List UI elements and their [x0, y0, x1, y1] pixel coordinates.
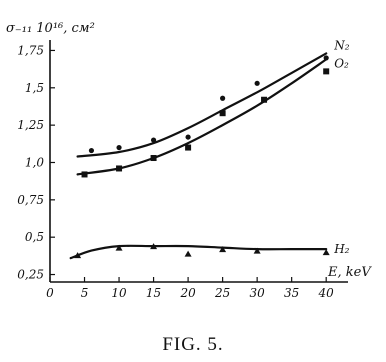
point-n2: [88, 147, 95, 154]
x-tick-label: 40: [318, 286, 335, 300]
point-h2: [322, 249, 330, 256]
point-h2: [115, 244, 123, 251]
point-h2: [150, 243, 158, 250]
point-n2: [254, 80, 260, 86]
x-tick-label: 10: [111, 286, 127, 300]
point-o2: [150, 155, 157, 162]
point-o2: [219, 110, 226, 117]
x-tick-label: 35: [284, 286, 299, 300]
x-tick-label: 30: [250, 286, 266, 300]
point-n2: [323, 55, 329, 61]
point-o2: [185, 144, 192, 151]
figure-caption: FIG. 5.: [162, 334, 223, 355]
x-tick-label: 0: [46, 286, 54, 300]
point-h2: [74, 252, 82, 259]
point-o2: [323, 68, 330, 75]
point-n2: [116, 144, 122, 151]
series-label-o2: O₂: [334, 56, 349, 70]
labels: σ₋₁₁ 10¹⁶, см² E, keV N₂ O₂ H₂ FIG. 5.: [6, 21, 372, 355]
series-label-n2: N₂: [333, 38, 350, 52]
y-tick-label: 1,0: [25, 155, 44, 169]
x-tick-label: 15: [146, 286, 161, 300]
curve-n2: [76, 52, 328, 158]
point-n2: [185, 134, 191, 140]
point-h2: [184, 250, 192, 257]
point-h2: [253, 247, 261, 254]
axes: 0 5 10 15 20 25 30 35 40 0,25 0,5 0,75 1,0 1,25 1,5 1,7…: [17, 40, 348, 300]
point-o2: [116, 165, 123, 172]
y-tick-label: 1,5: [25, 81, 44, 95]
curve-h2: [69, 244, 328, 260]
point-h2: [219, 246, 227, 253]
point-o2: [261, 96, 268, 103]
x-tick-label: 5: [81, 286, 89, 300]
curve-o2: [76, 58, 328, 176]
y-tick-label: 0,75: [17, 193, 44, 207]
y-tick-label: 1,75: [17, 43, 44, 57]
y-tick-label: 0,5: [25, 230, 44, 244]
fit-curves: [69, 52, 328, 260]
y-axis-label: σ₋₁₁ 10¹⁶, см²: [6, 21, 95, 36]
x-tick-label: 25: [214, 286, 230, 300]
point-o2: [81, 171, 88, 178]
series-label-h2: H₂: [333, 242, 349, 256]
point-n2: [150, 137, 157, 143]
y-tick-label: 1,25: [17, 118, 44, 132]
x-tick-label: 20: [179, 286, 196, 300]
data-points: [74, 55, 330, 259]
x-axis-label: E, keV: [327, 265, 372, 280]
y-tick-label: 0,25: [17, 268, 44, 282]
point-n2: [220, 95, 226, 101]
